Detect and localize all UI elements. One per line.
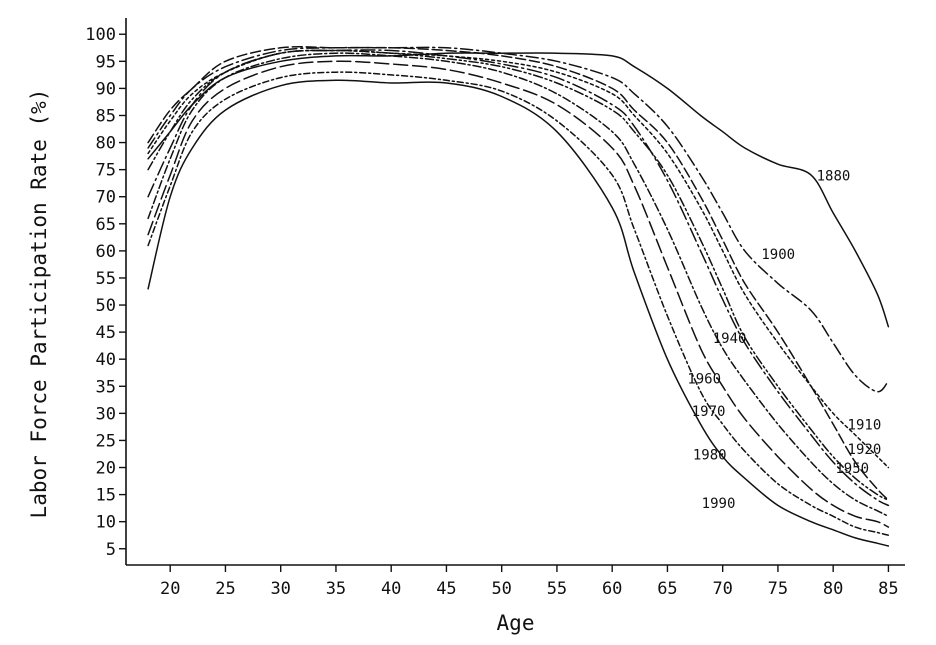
y-tick-label: 70	[96, 188, 116, 208]
series-line-1990	[147, 79, 890, 547]
series-line-1960	[147, 52, 890, 518]
series-label-1950: 1950	[835, 461, 869, 477]
axes	[125, 18, 905, 566]
series-line-1940	[147, 49, 890, 501]
y-tick-label: 95	[96, 52, 116, 72]
y-tick-label: 75	[96, 161, 116, 181]
series-line-1900	[147, 46, 890, 393]
x-tick-label: 70	[712, 579, 732, 599]
y-tick-label: 45	[96, 323, 116, 343]
series-label-1990: 1990	[702, 496, 736, 512]
series-label-1970: 1970	[692, 404, 726, 420]
y-tick-label: 5	[106, 540, 116, 560]
x-tick-label: 65	[657, 579, 677, 599]
x-axis-title: Age	[497, 611, 535, 635]
series-labels: 1880 1900 1910 1920 1940 1950 1960 1970 1980 1990	[687, 168, 881, 512]
x-tick-label: 85	[878, 579, 898, 599]
series-label-1900: 1900	[761, 247, 795, 263]
x-tick-label: 75	[768, 579, 788, 599]
x-tick-label: 55	[547, 579, 567, 599]
y-tick-label: 35	[96, 377, 116, 397]
y-tick-label: 50	[96, 296, 116, 316]
x-tick-label: 25	[215, 579, 235, 599]
y-tick-label: 60	[96, 242, 116, 262]
y-axis-title: Labor Force Participation Rate (%)	[27, 89, 51, 519]
series-label-1960: 1960	[687, 372, 721, 388]
x-tick-label: 30	[270, 579, 290, 599]
y-tick-label: 85	[96, 106, 116, 126]
series-lines	[147, 46, 890, 547]
y-tick-label: 10	[96, 513, 116, 533]
x-tick-label: 35	[326, 579, 346, 599]
series-line-1910	[147, 46, 890, 501]
x-tick-label: 80	[823, 579, 843, 599]
y-tick-label: 15	[96, 486, 116, 506]
x-tick-label: 50	[491, 579, 511, 599]
series-line-1980	[147, 71, 890, 536]
series-label-1980: 1980	[693, 447, 727, 463]
series-line-1950	[147, 49, 890, 507]
y-tick-label: 40	[96, 350, 116, 370]
x-tick-label: 40	[381, 579, 401, 599]
series-label-1940: 1940	[713, 331, 747, 347]
y-tick-label: 80	[96, 134, 116, 154]
series-line-1880	[147, 52, 890, 328]
x-tick-label: 60	[602, 579, 622, 599]
series-label-1920: 1920	[848, 442, 882, 458]
x-tick-label: 20	[160, 579, 180, 599]
y-tick-label: 65	[96, 215, 116, 235]
y-tick-label: 55	[96, 269, 116, 289]
series-line-1920	[147, 49, 890, 469]
y-tick-label: 100	[85, 25, 116, 45]
series-label-1880: 1880	[817, 168, 851, 184]
x-tick-label: 45	[436, 579, 456, 599]
ticks: 5 10 15 20 25 30 35 40 45 50 55 60 65 70 75 80 85 90 95 100…	[85, 25, 898, 599]
y-tick-label: 25	[96, 431, 116, 451]
y-tick-label: 90	[96, 79, 116, 99]
series-line-1970	[147, 60, 890, 528]
series-label-1910: 1910	[848, 418, 882, 434]
y-tick-label: 30	[96, 404, 116, 424]
y-tick-label: 20	[96, 459, 116, 479]
